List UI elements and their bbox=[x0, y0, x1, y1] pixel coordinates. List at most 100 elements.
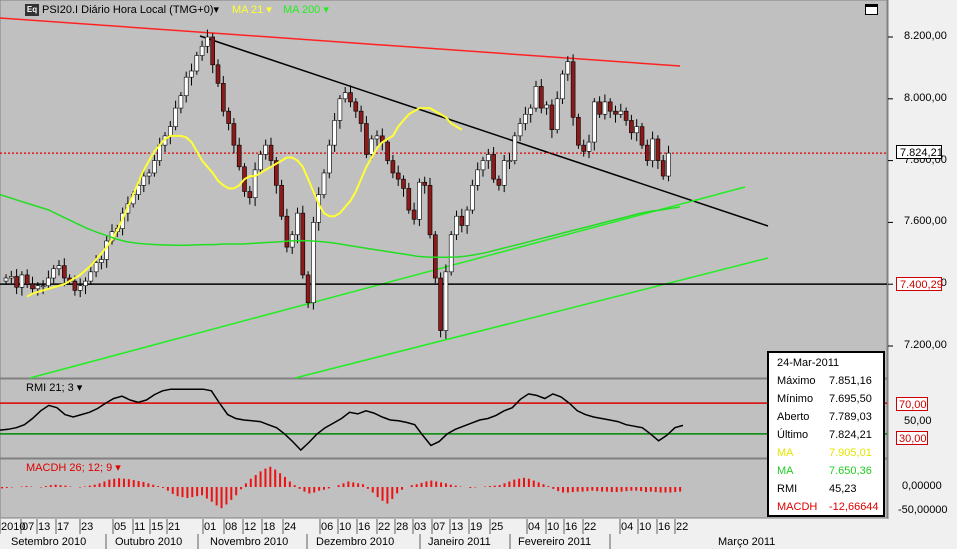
candle-body bbox=[273, 160, 279, 186]
x-month-label: Novembro 2010 bbox=[210, 536, 289, 548]
price-axis-label: 7.600,00 bbox=[904, 215, 947, 228]
rmi-mid-tick: 50,00 bbox=[904, 415, 932, 427]
candle-body bbox=[517, 123, 523, 137]
x-day-label: 23 bbox=[81, 521, 94, 533]
x-day-label: 04 bbox=[528, 521, 541, 533]
candle-body bbox=[549, 104, 555, 131]
candle-body bbox=[655, 138, 661, 161]
candle-body bbox=[581, 144, 587, 152]
candle-body bbox=[448, 234, 454, 273]
candle-body bbox=[475, 169, 481, 186]
x-day-label: 12 bbox=[244, 521, 257, 533]
data-window-value: 7.851,16 bbox=[829, 375, 872, 387]
candle-body bbox=[496, 178, 502, 186]
candle-body bbox=[61, 265, 67, 279]
candle-body bbox=[215, 64, 221, 84]
candle-body bbox=[401, 178, 406, 189]
candle-body bbox=[629, 120, 634, 134]
price-axis-label: 7.200,00 bbox=[904, 339, 947, 351]
x-day-label: 25 bbox=[491, 521, 504, 533]
macd-legend[interactable]: MACDH 26; 12; 9 ▾ bbox=[26, 461, 121, 474]
candle-body bbox=[406, 188, 412, 211]
symbol-title[interactable]: PSI20.I Diário Hora Local (TMG+0)▾ bbox=[42, 3, 219, 17]
ma21-legend[interactable]: MA 21 ▾ bbox=[232, 3, 272, 17]
candle-body bbox=[3, 277, 9, 282]
maximize-window-icon[interactable] bbox=[865, 4, 878, 15]
channel-upper-line bbox=[29, 186, 746, 379]
candle-body bbox=[342, 92, 348, 100]
descending-trendline bbox=[199, 35, 769, 227]
ma200-label[interactable]: MA 200 bbox=[283, 4, 321, 16]
x-day-label: 17 bbox=[57, 521, 70, 533]
candle-body bbox=[146, 172, 152, 177]
candle-body bbox=[576, 117, 581, 146]
candle-body bbox=[30, 283, 35, 290]
chevron-down-icon[interactable]: ▾ bbox=[263, 4, 272, 16]
x-day-label: 07 bbox=[433, 521, 446, 533]
symbol-title-text[interactable]: PSI20.I Diário Hora Local (TMG+0) bbox=[42, 4, 214, 16]
candle-body bbox=[56, 265, 62, 270]
candle-body bbox=[210, 36, 215, 66]
chevron-down-icon[interactable]: ▾ bbox=[112, 462, 121, 474]
data-window-value: 7.695,50 bbox=[829, 393, 872, 405]
candle-body bbox=[252, 169, 258, 198]
x-day-label: 05 bbox=[114, 521, 127, 533]
x-day-label: 10 bbox=[339, 521, 352, 533]
data-window-label: Aberto bbox=[777, 411, 810, 423]
data-window-row: MA 7.905,01 bbox=[777, 447, 881, 462]
resistance-trendline bbox=[0, 17, 681, 67]
data-window-label: RMI bbox=[777, 483, 798, 495]
candle-body bbox=[602, 101, 608, 115]
candle-body bbox=[364, 123, 369, 155]
macd-title[interactable]: MACDH 26; 12; 9 bbox=[26, 462, 113, 474]
candle-body bbox=[279, 185, 284, 217]
candle-body bbox=[613, 110, 618, 115]
rmi-pane bbox=[0, 378, 888, 459]
x-day-label: 08 bbox=[225, 521, 238, 533]
chevron-down-icon[interactable]: ▾ bbox=[213, 4, 220, 16]
candle-body bbox=[152, 160, 157, 174]
x-day-label: 18 bbox=[263, 521, 276, 533]
candle-body bbox=[464, 209, 470, 226]
candle-body bbox=[35, 285, 41, 290]
candle-body bbox=[353, 101, 359, 112]
x-day-label: 22 bbox=[584, 521, 597, 533]
macd-neg-tick: -50,00000 bbox=[898, 504, 948, 516]
x-day-label: 24 bbox=[284, 521, 297, 533]
x-month-label: Dezembro 2010 bbox=[316, 536, 395, 548]
candle-body bbox=[205, 36, 210, 47]
x-day-label: 16 bbox=[358, 521, 371, 533]
x-day-label: 10 bbox=[547, 521, 560, 533]
rmi-line bbox=[0, 388, 684, 452]
rmi-lower-level: 30,00 bbox=[896, 431, 928, 445]
x-day-label: 11 bbox=[134, 521, 146, 533]
data-window-value: 7.650,36 bbox=[829, 465, 872, 477]
candle-body bbox=[72, 280, 78, 291]
candle-body bbox=[512, 135, 518, 161]
candle-body bbox=[348, 92, 353, 103]
candle-body bbox=[395, 172, 401, 180]
candle-body bbox=[607, 101, 613, 112]
candle-body bbox=[168, 126, 173, 137]
rmi-legend[interactable]: RMI 21; 3 ▾ bbox=[26, 381, 82, 394]
rmi-title[interactable]: RMI 21; 3 bbox=[26, 382, 74, 394]
equity-icon[interactable]: Eq bbox=[25, 4, 39, 16]
x-month-label: Março 2011 bbox=[718, 536, 776, 548]
candle-body bbox=[390, 160, 396, 174]
chevron-down-icon[interactable]: ▾ bbox=[320, 4, 329, 16]
data-window-row: MA 7.650,36 bbox=[777, 465, 881, 480]
chevron-down-icon[interactable]: ▾ bbox=[73, 382, 83, 394]
x-day-label: 16 bbox=[658, 521, 671, 533]
data-window-label: Máximo bbox=[777, 375, 816, 387]
ma21-label[interactable]: MA 21 bbox=[232, 4, 264, 16]
ma200-legend[interactable]: MA 200 ▾ bbox=[283, 3, 329, 17]
x-day-label: 19 bbox=[470, 521, 483, 533]
candle-body bbox=[639, 126, 645, 146]
data-window-row: Aberto 7.789,03 bbox=[777, 411, 881, 426]
candle-body bbox=[268, 144, 274, 161]
x-day-label: 10 bbox=[639, 521, 652, 533]
x-day-label: 01 bbox=[204, 521, 217, 533]
candle-body bbox=[83, 280, 88, 287]
candle-body bbox=[586, 141, 592, 152]
candle-body bbox=[221, 83, 226, 112]
